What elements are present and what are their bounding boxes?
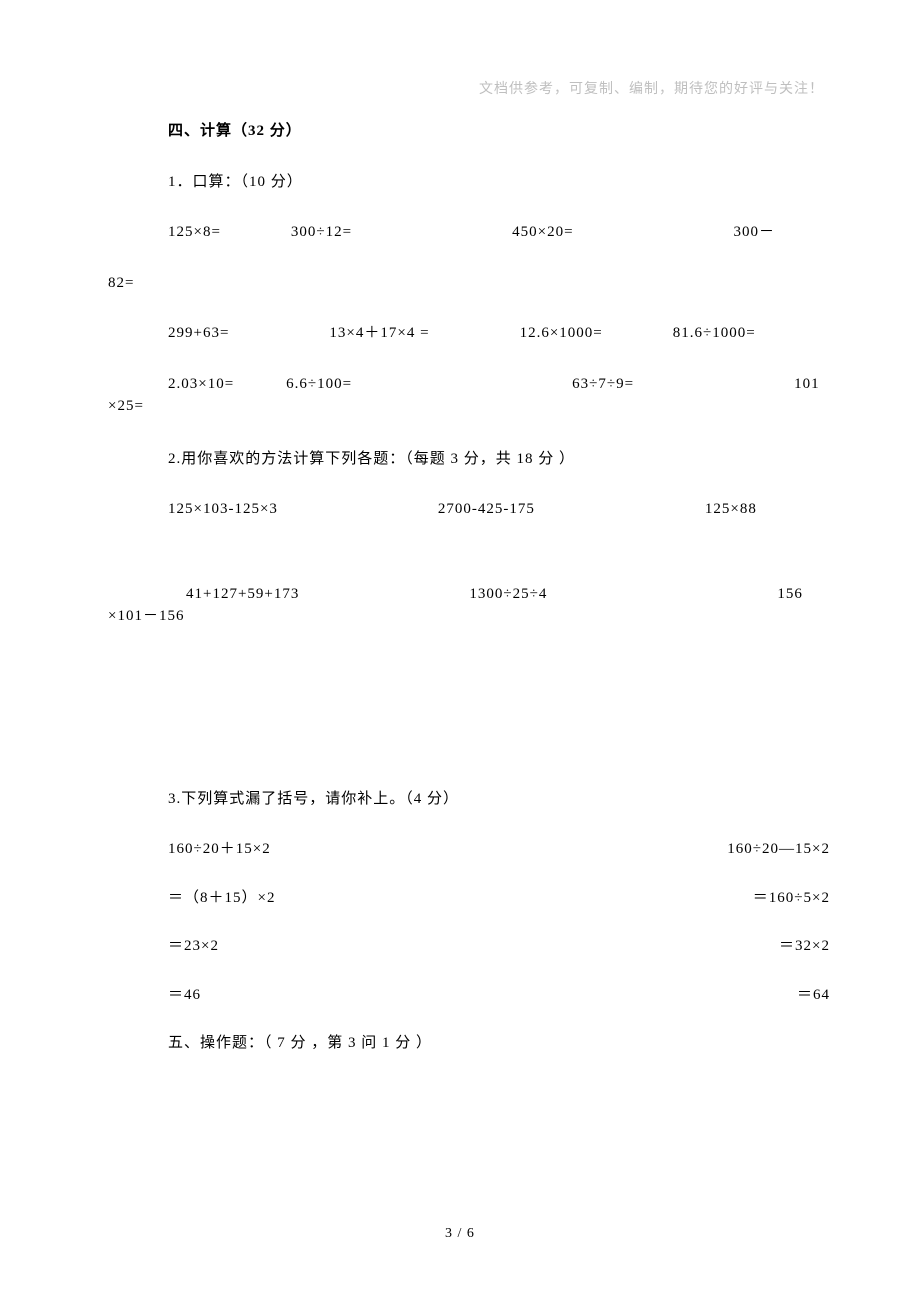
q1-r2-c1: 299+63= — [168, 322, 229, 345]
q2-r2-c1: 41+127+59+173 — [186, 583, 299, 606]
q1-r3-c1: 2.03×10= — [168, 373, 234, 396]
q2-r1-c2: 2700-425-175 — [438, 498, 535, 521]
q3-right-2: ＝32×2 — [779, 935, 830, 958]
q2-row-1: 125×103-125×3 2700-425-175 125×88 — [108, 498, 830, 521]
q3-right-0: 160÷20—15×2 — [727, 838, 830, 861]
q3-row-0: 160÷20＋15×2 160÷20—15×2 — [168, 838, 830, 861]
q2-r1-c3: 125×88 — [705, 498, 757, 521]
q1-r3-c2: 6.6÷100= — [286, 373, 352, 396]
q3-right-3: ＝64 — [797, 984, 830, 1007]
q1-r1-c2: 300÷12= — [291, 221, 352, 244]
q1-r1-c4: 300－ — [734, 221, 776, 244]
q2-r2-c3: 156 — [777, 583, 803, 606]
q1-r3-wrap: ×25= — [108, 395, 830, 418]
page-content: 四、计算（32 分） 1．口算：（10 分） 125×8= 300÷12= 45… — [108, 120, 830, 1083]
q1-row-2: 299+63= 13×4＋17×4 = 12.6×1000= 81.6÷1000… — [108, 322, 830, 345]
q2-row-2: 41+127+59+173 1300÷25÷4 156 — [108, 583, 830, 606]
q3-row-1: ＝（8＋15）×2 ＝160÷5×2 — [168, 887, 830, 910]
q1-r2-c3: 12.6×1000= — [520, 322, 603, 345]
q1-row-1: 125×8= 300÷12= 450×20= 300－ — [108, 221, 830, 244]
section-5-title: 五、操作题：（ 7 分 ，第 3 问 1 分 ） — [168, 1032, 830, 1055]
q1-r2-c4: 81.6÷1000= — [673, 322, 756, 345]
q1-r3-c3: 63÷7÷9= — [572, 373, 634, 396]
q3-left-0: 160÷20＋15×2 — [168, 838, 271, 861]
header-note: 文档供参考，可复制、编制，期待您的好评与关注！ — [479, 78, 824, 98]
q1-r1-c1: 125×8= — [168, 221, 221, 244]
q3-title: 3.下列算式漏了括号，请你补上。（4 分） — [168, 788, 830, 811]
q1-r2-c2: 13×4＋17×4 = — [329, 322, 429, 345]
q3-row-2: ＝23×2 ＝32×2 — [168, 935, 830, 958]
q2-r1-c1: 125×103-125×3 — [168, 498, 278, 521]
q2-r2-c2: 1300÷25÷4 — [469, 583, 547, 606]
q3-right-1: ＝160÷5×2 — [753, 887, 830, 910]
q2-title: 2.用你喜欢的方法计算下列各题：（每题 3 分，共 18 分 ） — [168, 448, 830, 471]
q3-left-2: ＝23×2 — [168, 935, 219, 958]
q3-left-1: ＝（8＋15）×2 — [168, 887, 275, 910]
q1-title: 1．口算：（10 分） — [168, 171, 830, 194]
q1-r3-c4: 101 — [794, 373, 820, 396]
q1-r1-wrap: 82= — [108, 272, 830, 295]
q3-left-3: ＝46 — [168, 984, 201, 1007]
q3-row-3: ＝46 ＝64 — [168, 984, 830, 1007]
section-4-title: 四、计算（32 分） — [168, 120, 830, 143]
page-footer: 3 / 6 — [0, 1226, 920, 1242]
q1-row-3: 2.03×10= 6.6÷100= 63÷7÷9= 101 — [108, 373, 830, 396]
q2-r2-wrap: ×101－156 — [108, 605, 830, 628]
q1-r1-c3: 450×20= — [512, 221, 573, 244]
